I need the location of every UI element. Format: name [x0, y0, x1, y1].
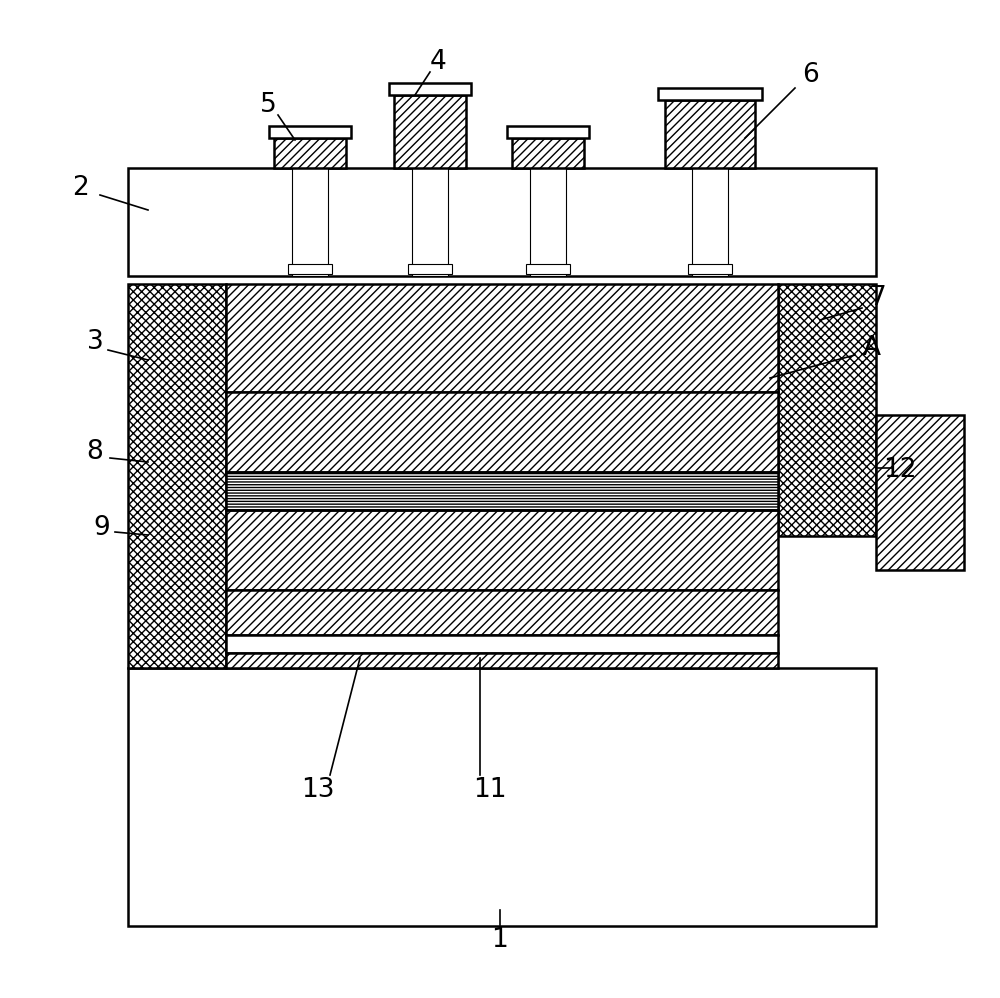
- Bar: [226, 510, 778, 590]
- Text: 4: 4: [430, 49, 446, 75]
- Bar: [128, 284, 226, 668]
- Bar: [389, 83, 471, 95]
- Bar: [658, 88, 762, 100]
- Bar: [512, 138, 584, 168]
- Bar: [269, 126, 351, 138]
- Bar: [394, 95, 466, 168]
- Bar: [665, 100, 755, 168]
- Text: 13: 13: [301, 777, 335, 803]
- Bar: [876, 415, 964, 570]
- Bar: [530, 168, 566, 276]
- Text: 12: 12: [883, 457, 917, 483]
- Bar: [288, 264, 332, 274]
- Text: 11: 11: [473, 777, 507, 803]
- Text: 2: 2: [72, 175, 88, 201]
- Bar: [692, 168, 728, 276]
- Text: 3: 3: [87, 329, 103, 355]
- Bar: [226, 635, 778, 653]
- Bar: [274, 138, 346, 168]
- Text: 7: 7: [870, 285, 886, 311]
- Text: 6: 6: [802, 62, 818, 88]
- Bar: [412, 168, 448, 276]
- Bar: [226, 392, 778, 472]
- Bar: [128, 668, 876, 926]
- Bar: [688, 264, 732, 274]
- Text: 9: 9: [94, 515, 110, 541]
- Bar: [507, 126, 589, 138]
- Text: 1: 1: [492, 927, 508, 953]
- Bar: [778, 284, 876, 536]
- Bar: [292, 168, 328, 276]
- Bar: [128, 168, 876, 276]
- Text: 8: 8: [87, 439, 103, 465]
- Bar: [408, 264, 452, 274]
- Text: 5: 5: [260, 92, 276, 118]
- Bar: [226, 472, 778, 510]
- Bar: [226, 653, 778, 668]
- Bar: [526, 264, 570, 274]
- Text: A: A: [863, 335, 881, 361]
- Bar: [226, 590, 778, 635]
- Bar: [226, 284, 778, 392]
